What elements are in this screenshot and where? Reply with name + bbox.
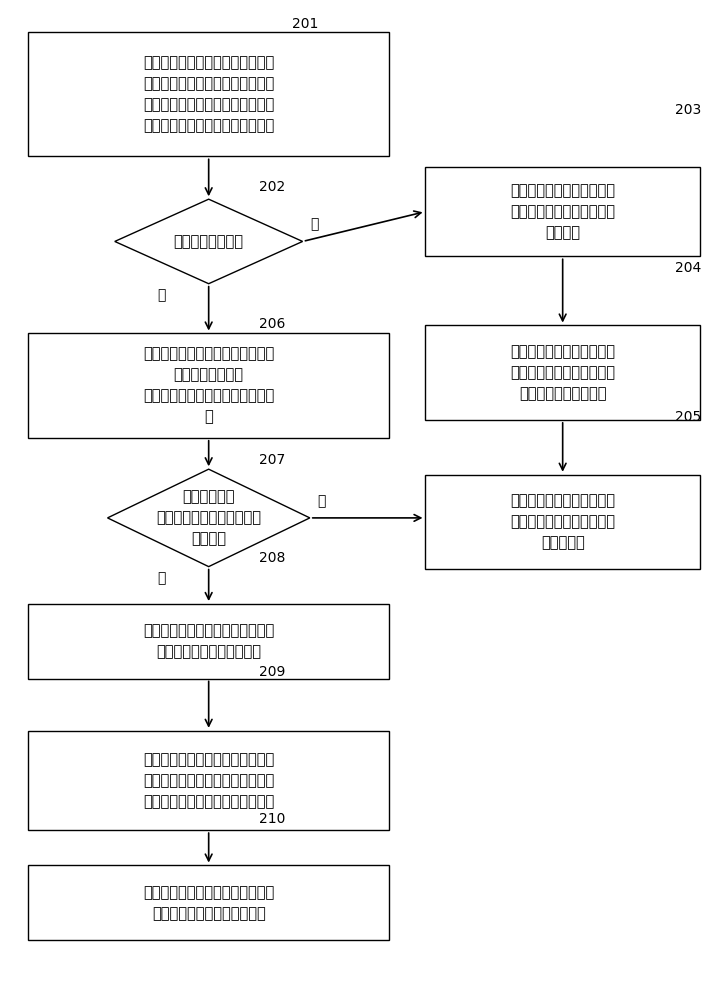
- Text: 208: 208: [259, 551, 285, 565]
- Text: 210: 210: [259, 812, 285, 826]
- Text: 202: 202: [259, 180, 285, 194]
- Text: 调取预设数据库中存储的待加热的
打印头电阻对应的电阻差值: 调取预设数据库中存储的待加热的 打印头电阻对应的电阻差值: [143, 623, 274, 659]
- FancyBboxPatch shape: [28, 731, 389, 830]
- Text: 控制打印头电阻加热加热时长，从
而实现热敏打印机的打印控制: 控制打印头电阻加热加热时长，从 而实现热敏打印机的打印控制: [143, 885, 274, 921]
- Text: 是: 是: [157, 572, 165, 586]
- Text: 基于密度与打印头电阻的功耗成正
比的原理，结合供电电压值、电阻
差值和实际电阻阻值计算加热时长: 基于密度与打印头电阻的功耗成正 比的原理，结合供电电压值、电阻 差值和实际电阻阻…: [143, 752, 274, 809]
- Text: 207: 207: [259, 453, 285, 467]
- Text: 否: 否: [317, 494, 325, 508]
- Text: 获取采样芯片采集的热敏打
印头上各个打印头电阻的实
际电压值: 获取采样芯片采集的热敏打 印头上各个打印头电阻的实 际电压值: [510, 183, 615, 240]
- Text: 接收用户在热敏打印机上的操作数
据，依据操作数据确定待执行的当
前工作模式；当前工作模式包括：
电阻阻值核准模式和正常打印模式: 接收用户在热敏打印机上的操作数 据，依据操作数据确定待执行的当 前工作模式；当前…: [143, 55, 274, 133]
- FancyBboxPatch shape: [425, 167, 700, 256]
- Text: 否: 否: [310, 218, 318, 232]
- Text: 执行正常打印模式: 执行正常打印模式: [174, 234, 244, 249]
- FancyBboxPatch shape: [28, 333, 389, 438]
- Polygon shape: [108, 469, 310, 567]
- FancyBboxPatch shape: [28, 865, 389, 940]
- Text: 是: 是: [157, 289, 165, 303]
- Text: 依据待打印图像确定热敏打印头需
要控制的加热点并
依据加热点确定待加热的打印头电
阻: 依据待打印图像确定热敏打印头需 要控制的加热点并 依据加热点确定待加热的打印头电…: [143, 347, 274, 425]
- FancyBboxPatch shape: [425, 325, 700, 420]
- Text: 201: 201: [292, 17, 318, 31]
- Text: 206: 206: [259, 317, 285, 331]
- Text: 利用实际电压值、供电电压
值和分压电阻阻值计算打印
头电阻的实际电阻阻值: 利用实际电压值、供电电压 值和分压电阻阻值计算打印 头电阻的实际电阻阻值: [510, 344, 615, 401]
- Text: 203: 203: [675, 103, 701, 117]
- Text: 209: 209: [259, 665, 285, 679]
- FancyBboxPatch shape: [28, 604, 389, 679]
- FancyBboxPatch shape: [425, 475, 700, 569]
- Text: 205: 205: [675, 410, 701, 424]
- Text: 204: 204: [675, 261, 701, 275]
- Text: 将实际电阻阻值和出厂设定
平均阻值进行差值计算，得
到电阻差值: 将实际电阻阻值和出厂设定 平均阻值进行差值计算，得 到电阻差值: [510, 493, 615, 550]
- FancyBboxPatch shape: [28, 32, 389, 156]
- Text: 预设数据库中
存有待加热的打印头电阻的
电阻差值: 预设数据库中 存有待加热的打印头电阻的 电阻差值: [157, 489, 261, 546]
- Polygon shape: [115, 199, 303, 284]
